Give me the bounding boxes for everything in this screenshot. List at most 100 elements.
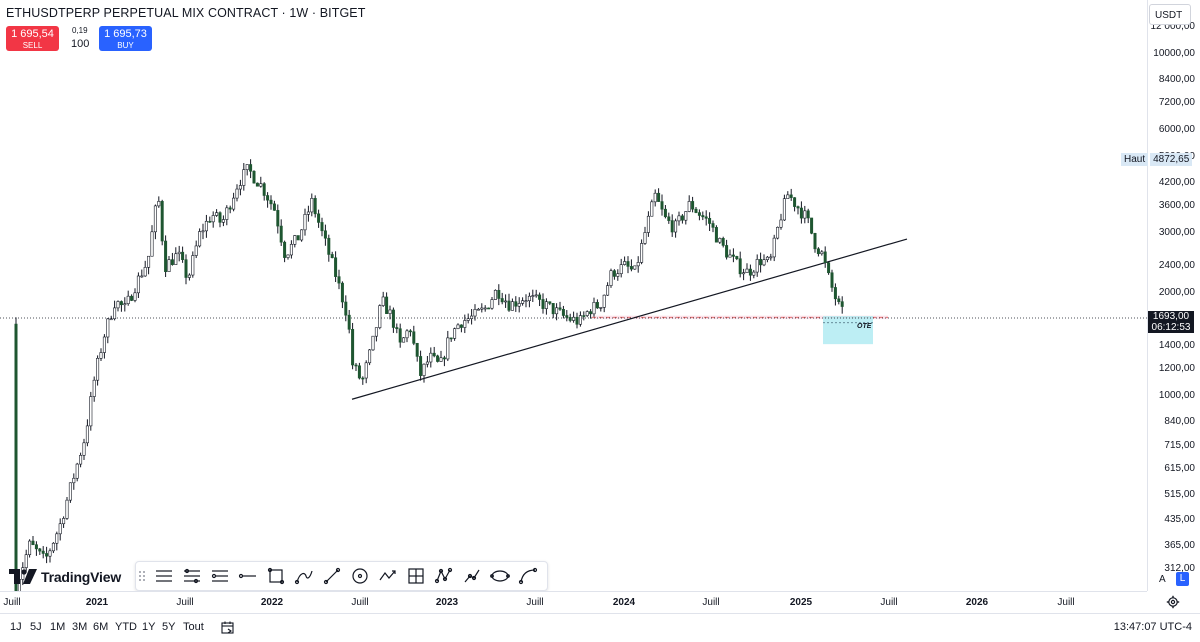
range-ytd-button[interactable]: YTD: [115, 621, 137, 633]
buy-button[interactable]: 1 695,73 BUY: [99, 26, 152, 51]
chart-area[interactable]: ETHUSDTPERP PERPETUAL MIX CONTRACT · 1W …: [0, 0, 1147, 591]
candle-up: [446, 330, 450, 362]
price-scale[interactable]: 12 000,0010000,008400,007200,006000,0050…: [1147, 0, 1200, 591]
goto-date-icon[interactable]: [220, 620, 236, 636]
candle-up: [99, 348, 103, 361]
candle-body: [388, 309, 392, 314]
current-price-tag: 1693,00 06:12:53: [1148, 311, 1194, 333]
candle-body: [330, 254, 334, 259]
candle-body: [721, 238, 725, 246]
candle-down: [279, 219, 283, 246]
time-axis[interactable]: Juill 2021 Juill 2022 Juill 2023 Juill 2024 Juil…: [0, 591, 1147, 614]
candle-down: [667, 212, 671, 224]
candle-up: [405, 329, 409, 343]
horizontal-lines-icon[interactable]: [154, 566, 174, 586]
candle-up: [259, 176, 263, 188]
candle-body: [490, 299, 494, 309]
candle-body: [96, 358, 100, 381]
candle-down: [813, 232, 817, 253]
candle-body: [759, 259, 763, 266]
parallel-channel-icon[interactable]: [182, 566, 202, 586]
sell-button[interactable]: 1 695,54 SELL: [6, 26, 59, 51]
candle-up: [493, 289, 497, 300]
candle-down: [670, 214, 674, 237]
candle-body: [181, 251, 185, 260]
tradingview-logo-icon: [9, 569, 37, 584]
candle-body: [238, 185, 242, 190]
candle-down: [575, 312, 579, 329]
candle-body: [340, 282, 344, 303]
ellipse-icon[interactable]: [490, 566, 510, 586]
candle-down: [561, 305, 565, 319]
candle-body: [313, 198, 317, 215]
candle-body: [446, 337, 450, 360]
candle-down: [721, 236, 725, 248]
candle-body: [657, 192, 661, 202]
candle-body: [41, 550, 45, 554]
candle-up: [242, 163, 246, 191]
lot-size[interactable]: 100: [71, 38, 90, 50]
candle-up: [473, 304, 477, 321]
brush-icon[interactable]: [294, 566, 314, 586]
polyline-icon[interactable]: [462, 566, 482, 586]
pattern-icon[interactable]: [434, 566, 454, 586]
candle-up: [65, 497, 69, 520]
candle-body: [140, 275, 144, 278]
horizontal-ray-icon[interactable]: [238, 566, 258, 586]
candle-up: [782, 194, 786, 221]
candle-down: [249, 159, 253, 179]
candle-up: [718, 237, 722, 244]
candle-down: [507, 293, 511, 312]
candle-down: [317, 209, 321, 228]
price-tick-label: 3600,00: [1158, 199, 1195, 211]
high-marker: Haut 4872,65: [1121, 153, 1193, 166]
log-scale-button[interactable]: L: [1176, 572, 1189, 586]
candle-up: [728, 249, 732, 258]
tradingview-logo[interactable]: TradingView: [9, 568, 121, 585]
range-5y-button[interactable]: 5Y: [162, 621, 176, 633]
drawing-toolbar: [135, 561, 548, 591]
range-1d-button[interactable]: 1J: [10, 621, 22, 633]
trend-line-icon[interactable]: [322, 566, 342, 586]
drag-handle-icon[interactable]: [138, 566, 146, 586]
path-icon[interactable]: [378, 566, 398, 586]
auto-scale-button[interactable]: A: [1159, 574, 1166, 585]
range-1y-button[interactable]: 1Y: [142, 621, 156, 633]
candle-up: [483, 305, 487, 312]
candle-down: [337, 269, 341, 290]
candle-body: [670, 220, 674, 233]
candle-up: [527, 292, 531, 308]
candle-up: [592, 297, 596, 317]
range-5d-button[interactable]: 5J: [30, 621, 42, 633]
grid-icon[interactable]: [406, 566, 426, 586]
regression-icon[interactable]: [210, 566, 230, 586]
time-tick-label: Juill: [880, 597, 898, 608]
candle-up: [85, 419, 89, 447]
arc-icon[interactable]: [518, 566, 538, 586]
circle-icon[interactable]: [350, 566, 370, 586]
candle-body: [92, 379, 96, 397]
candle-up: [643, 226, 647, 245]
candle-body: [711, 223, 715, 228]
range-3m-button[interactable]: 3M: [72, 621, 88, 633]
time-tick-label: 2024: [612, 597, 636, 608]
candle-body: [650, 201, 654, 217]
range-6m-button[interactable]: 6M: [93, 621, 109, 633]
candle-down: [344, 295, 348, 322]
currency-selector[interactable]: USDT: [1149, 4, 1191, 25]
candle-down: [385, 292, 389, 314]
gear-icon[interactable]: [1166, 595, 1180, 609]
range-all-button[interactable]: Tout: [183, 621, 204, 633]
candle-up: [521, 297, 525, 306]
clock[interactable]: 13:47:07 UTC-4: [1113, 621, 1192, 633]
rectangle-icon[interactable]: [266, 566, 286, 586]
price-tick-label: 1400,00: [1158, 340, 1195, 352]
candle-body: [674, 220, 678, 233]
candle-up: [769, 253, 773, 261]
candle-up: [215, 209, 219, 217]
candle-down: [663, 205, 667, 219]
range-1m-button[interactable]: 1M: [50, 621, 66, 633]
candle-body: [680, 215, 684, 221]
candlestick-chart[interactable]: [0, 0, 1147, 591]
symbol-title[interactable]: ETHUSDTPERP PERPETUAL MIX CONTRACT · 1W …: [6, 6, 366, 20]
